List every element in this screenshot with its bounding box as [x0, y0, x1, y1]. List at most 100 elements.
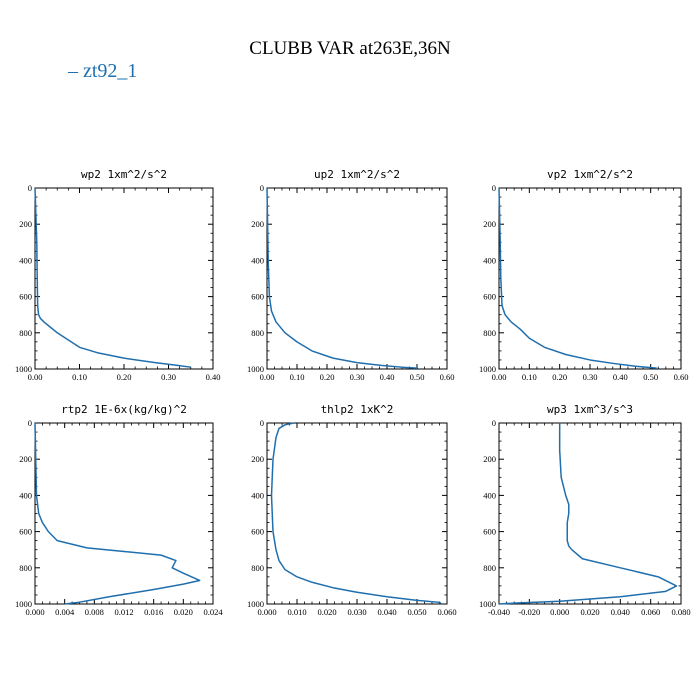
- y-tick-label: 0: [492, 183, 496, 193]
- series-line-zt92_1: [498, 423, 678, 605]
- figure-title: CLUBB VAR at263E,36N: [249, 38, 451, 59]
- x-tick-label: 0.30: [350, 372, 365, 382]
- y-tick-label: 1000: [247, 364, 264, 374]
- x-tick-label: 0.050: [407, 607, 426, 617]
- x-tick-label: 0.30: [583, 372, 598, 382]
- y-tick-label: 600: [251, 292, 264, 302]
- x-tick-label: 0.20: [320, 372, 335, 382]
- x-tick-label: 0.40: [206, 372, 221, 382]
- y-tick-label: 600: [19, 292, 32, 302]
- y-tick-label: 200: [19, 454, 32, 464]
- subplot-title: up2 1xm^2/s^2: [314, 168, 400, 181]
- subplots: wp2 1xm^2/s^2 0.00 0.10 0.20 0.30 0.40 0 200 400…: [15, 168, 691, 617]
- x-tick-label: 0.60: [674, 372, 689, 382]
- y-tick-label: 200: [251, 219, 264, 229]
- plot-frame: [498, 187, 682, 370]
- y-tick-label: 400: [483, 255, 496, 265]
- x-tick-label: 0.30: [161, 372, 176, 382]
- y-tick-label: 200: [251, 454, 264, 464]
- y-tick-label: 800: [19, 563, 32, 573]
- y-tick-label: 400: [19, 255, 32, 265]
- subplot-2: up2 1xm^2/s^2 0.00 0.10 0.20 0.30 0.40 0.50 0.6…: [247, 168, 454, 382]
- x-tick-label: 0.20: [552, 372, 567, 382]
- x-tick-label: 0.000: [25, 607, 44, 617]
- x-tick-label: -0.040: [488, 607, 510, 617]
- y-tick-label: 200: [483, 219, 496, 229]
- y-tick-label: 1000: [479, 364, 496, 374]
- subplot-title: wp3 1xm^3/s^3: [547, 403, 633, 416]
- x-tick-label: 0.030: [347, 607, 366, 617]
- y-tick-label: 0: [492, 418, 496, 428]
- x-tick-label: 0.00: [260, 372, 275, 382]
- x-tick-label: 0.50: [643, 372, 658, 382]
- x-tick-label: 0.000: [550, 607, 569, 617]
- y-tick-label: 1000: [247, 599, 264, 609]
- x-tick-label: 0.040: [611, 607, 630, 617]
- series-line-zt92_1: [34, 422, 201, 605]
- y-tick-label: 0: [260, 418, 264, 428]
- x-tick-label: 0.50: [410, 372, 425, 382]
- y-tick-label: 400: [19, 490, 32, 500]
- plot-frame: [498, 422, 682, 605]
- plot-frame: [266, 422, 448, 605]
- subplot-1: wp2 1xm^2/s^2 0.00 0.10 0.20 0.30 0.40 0 200 400…: [15, 168, 220, 382]
- y-tick-label: 0: [260, 183, 264, 193]
- x-tick-label: 0.004: [55, 607, 75, 617]
- subplot-4: rtp2 1E-6x(kg/kg)^2 0.000 0.004 0.008 0.012 0…: [15, 403, 223, 617]
- legend-label: – zt92_1: [67, 60, 137, 82]
- x-tick-label: 0.10: [522, 372, 537, 382]
- x-tick-label: 0.020: [317, 607, 336, 617]
- x-tick-label: 0.060: [641, 607, 660, 617]
- y-tick-label: 600: [483, 527, 496, 537]
- y-tick-label: 200: [19, 219, 32, 229]
- x-tick-label: -0.020: [518, 607, 540, 617]
- x-tick-label: 0.020: [174, 607, 193, 617]
- subplot-3: vp2 1xm^2/s^2 0.00 0.10 0.20 0.30 0.40 0.50 0.6…: [479, 168, 688, 382]
- y-tick-label: 800: [251, 328, 264, 338]
- x-tick-label: 0.00: [28, 372, 43, 382]
- subplot-5: thlp2 1xK^2 0.000 0.010 0.020 0.030 0.040 0.05…: [247, 403, 457, 617]
- subplot-title: wp2 1xm^2/s^2: [81, 168, 167, 181]
- y-tick-label: 400: [251, 490, 264, 500]
- series-line-zt92_1: [266, 187, 418, 369]
- y-tick-label: 0: [28, 183, 32, 193]
- legend: – zt92_1: [67, 60, 137, 82]
- y-tick-label: 400: [483, 490, 496, 500]
- x-tick-label: 0.016: [144, 607, 163, 617]
- x-tick-label: 0.012: [114, 607, 133, 617]
- x-tick-label: 0.000: [257, 607, 276, 617]
- x-tick-label: 0.024: [203, 607, 223, 617]
- subplot-title: thlp2 1xK^2: [321, 403, 394, 416]
- x-tick-label: 0.20: [117, 372, 132, 382]
- y-tick-label: 800: [483, 328, 496, 338]
- subplot-title: vp2 1xm^2/s^2: [547, 168, 633, 181]
- x-tick-label: 0.40: [380, 372, 395, 382]
- y-tick-label: 1000: [479, 599, 496, 609]
- x-tick-label: 0.080: [671, 607, 690, 617]
- plot-frame: [34, 422, 214, 605]
- y-tick-label: 600: [483, 292, 496, 302]
- x-tick-label: 0.040: [377, 607, 396, 617]
- y-tick-label: 800: [251, 563, 264, 573]
- y-tick-label: 600: [251, 527, 264, 537]
- x-tick-label: 0.60: [440, 372, 455, 382]
- series-line-zt92_1: [498, 187, 657, 369]
- y-tick-label: 400: [251, 255, 264, 265]
- x-tick-label: 0.010: [287, 607, 306, 617]
- x-tick-label: 0.00: [492, 372, 507, 382]
- y-tick-label: 200: [483, 454, 496, 464]
- x-tick-label: 0.060: [437, 607, 456, 617]
- series-line-zt92_1: [34, 187, 191, 368]
- x-tick-label: 0.40: [613, 372, 628, 382]
- subplot-6: wp3 1xm^3/s^3 -0.040 -0.020 0.000 0.020 0.040…: [479, 403, 691, 617]
- y-tick-label: 0: [28, 418, 32, 428]
- subplot-title: rtp2 1E-6x(kg/kg)^2: [61, 403, 187, 416]
- y-tick-label: 800: [483, 563, 496, 573]
- y-tick-label: 1000: [15, 599, 32, 609]
- y-tick-label: 1000: [15, 364, 32, 374]
- y-tick-label: 600: [19, 527, 32, 537]
- x-tick-label: 0.10: [72, 372, 87, 382]
- x-tick-label: 0.020: [580, 607, 599, 617]
- y-tick-label: 800: [19, 328, 32, 338]
